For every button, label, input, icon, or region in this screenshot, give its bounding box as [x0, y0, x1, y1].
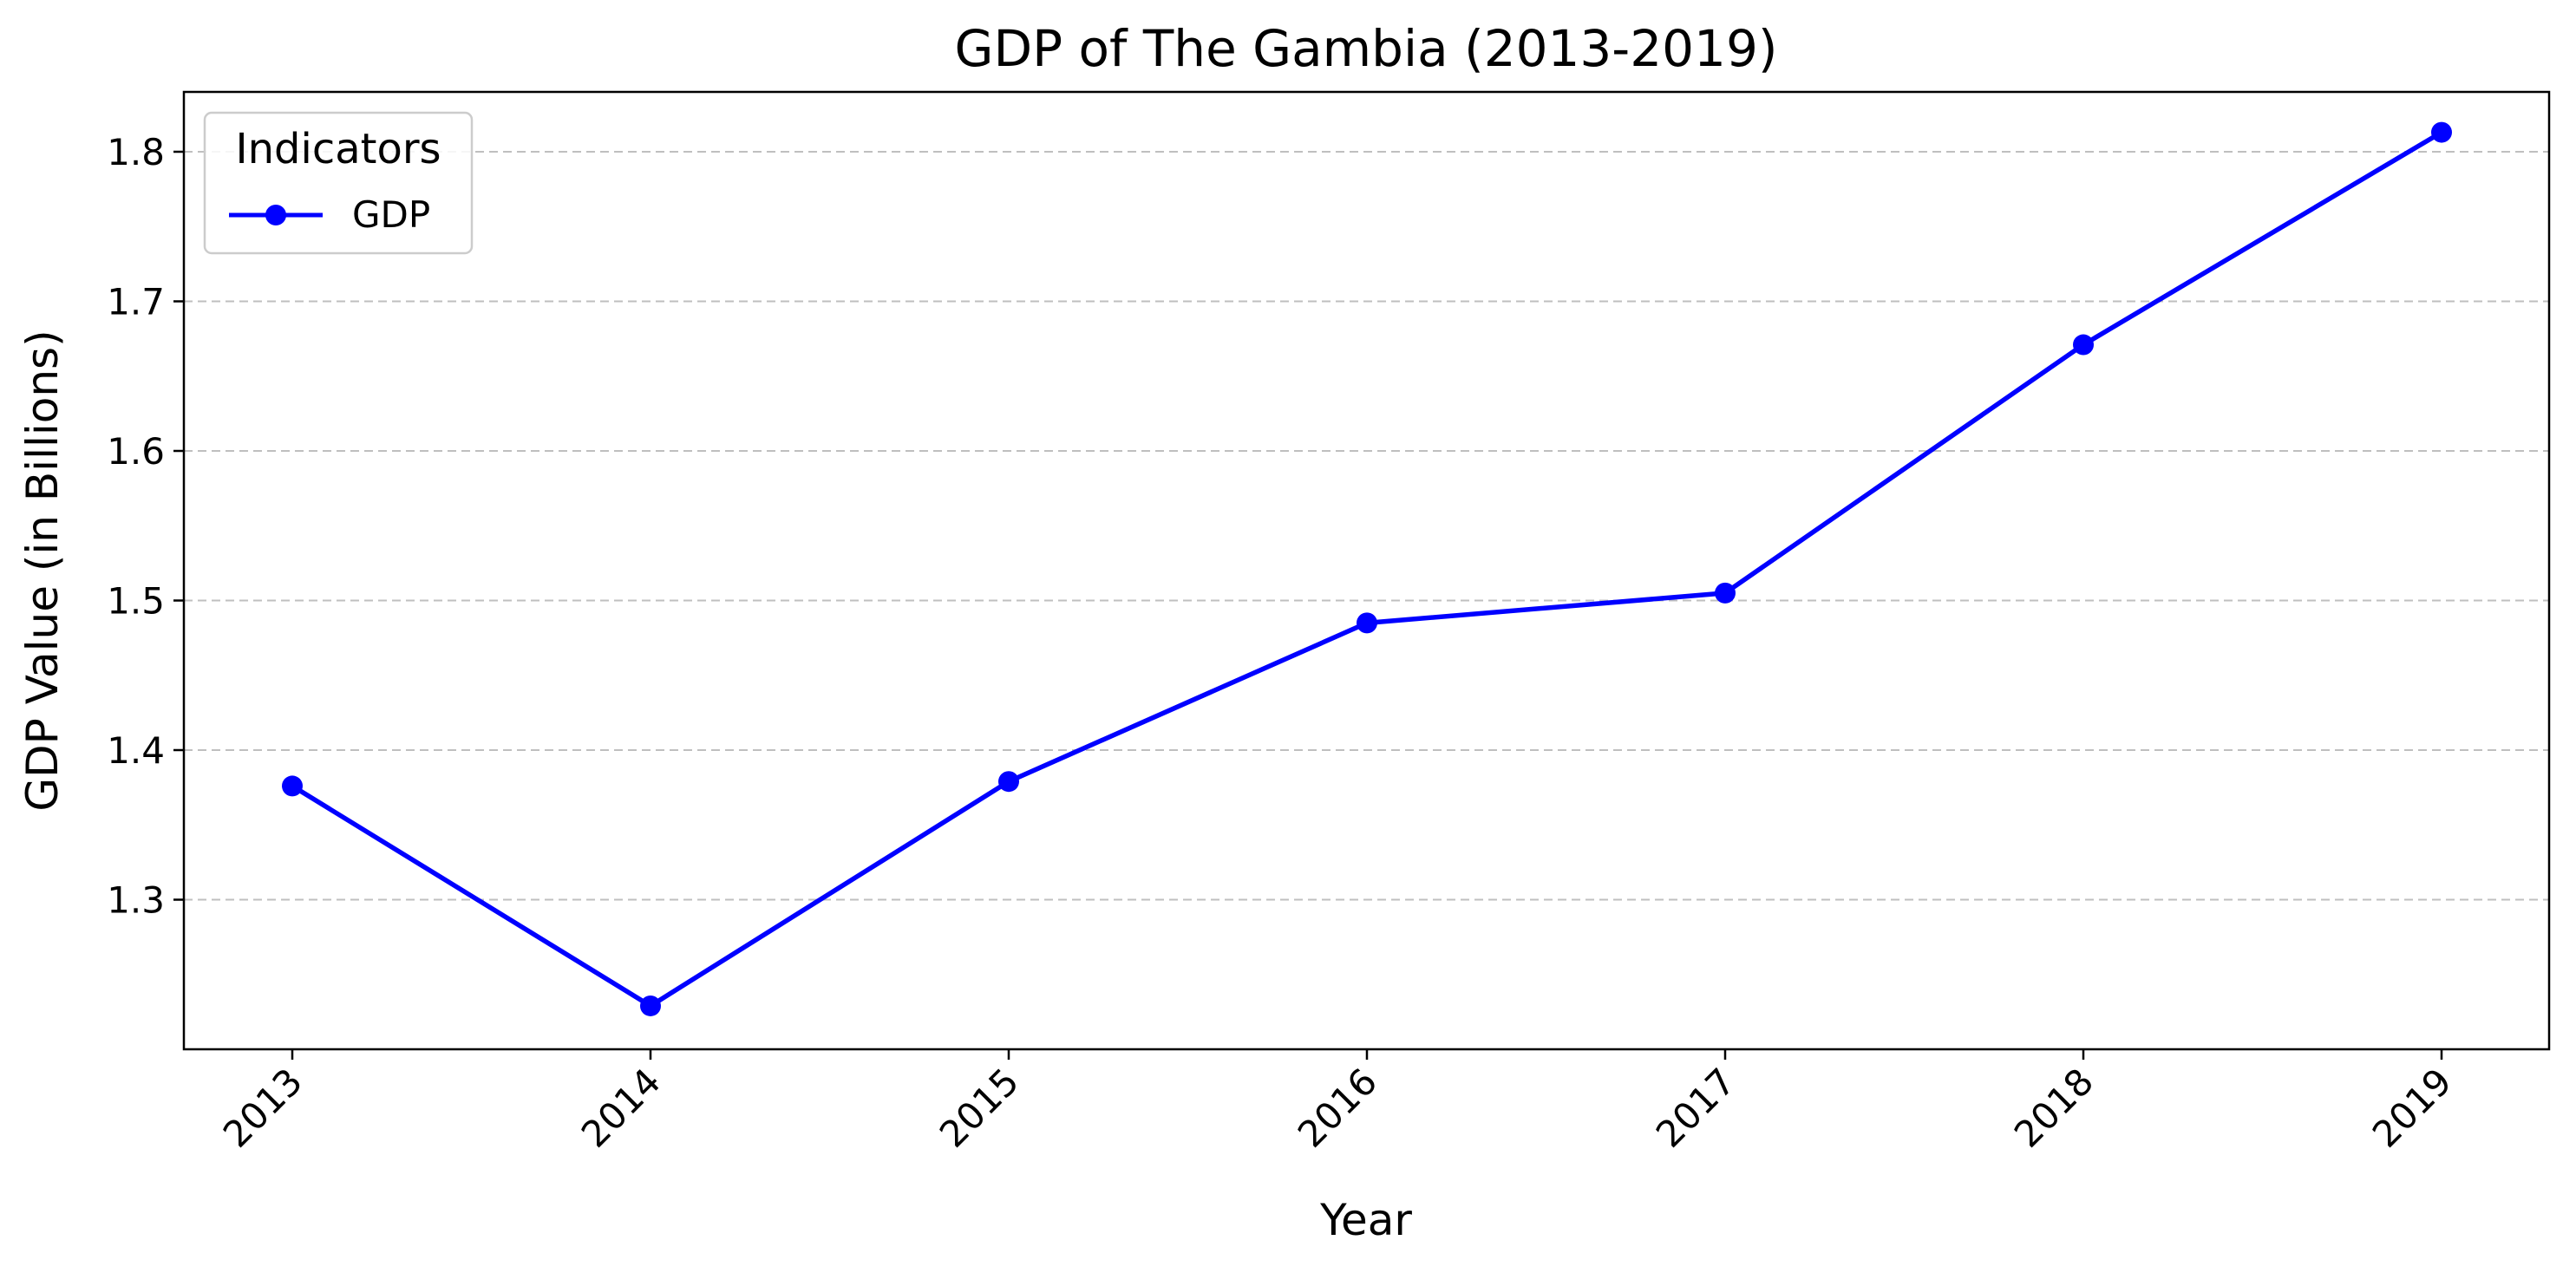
data-point-2018	[2073, 334, 2094, 356]
x-tick-label: 2019	[2364, 1060, 2460, 1155]
plot-frame	[182, 90, 2551, 1051]
data-point-2015	[998, 771, 1019, 793]
chart-title: GDP of The Gambia (2013-2019)	[955, 19, 1778, 78]
data-point-2016	[1357, 612, 1377, 634]
y-tick-label: 1.6	[107, 430, 165, 473]
x-tick-label: 2016	[1290, 1060, 1385, 1155]
y-axis-label: GDP Value (in Billions)	[17, 330, 68, 811]
data-point-2013	[282, 775, 303, 797]
data-point-2014	[640, 995, 661, 1016]
legend-marker-swatch	[265, 205, 286, 225]
y-axis: 1.3 1.4 1.5 1.6 1.7 1.8	[107, 131, 184, 922]
x-tick-label: 2013	[215, 1060, 311, 1155]
x-tick-label: 2017	[1648, 1060, 1743, 1155]
series-layer	[282, 121, 2452, 1016]
legend-entry-gdp: GDP	[352, 193, 430, 236]
legend: Indicators GDP	[203, 111, 474, 255]
x-tick-label: 2018	[2006, 1060, 2102, 1155]
legend-title: Indicators	[235, 125, 441, 173]
x-axis: 2013 2014 2015 2016 2017 2018 2019	[215, 1049, 2460, 1156]
data-point-2019	[2431, 121, 2452, 143]
x-tick-label: 2015	[932, 1060, 1027, 1155]
y-gridlines	[184, 151, 2549, 901]
y-tick-label: 1.3	[107, 879, 165, 922]
series-line-gdp	[291, 130, 2443, 1009]
data-point-2017	[1715, 582, 1736, 604]
x-axis-label: Year	[1319, 1195, 1412, 1245]
x-tick-label: 2014	[573, 1060, 669, 1155]
y-tick-label: 1.5	[107, 580, 165, 623]
y-tick-label: 1.4	[107, 729, 165, 772]
y-tick-label: 1.8	[107, 131, 165, 173]
y-tick-label: 1.7	[107, 281, 165, 323]
